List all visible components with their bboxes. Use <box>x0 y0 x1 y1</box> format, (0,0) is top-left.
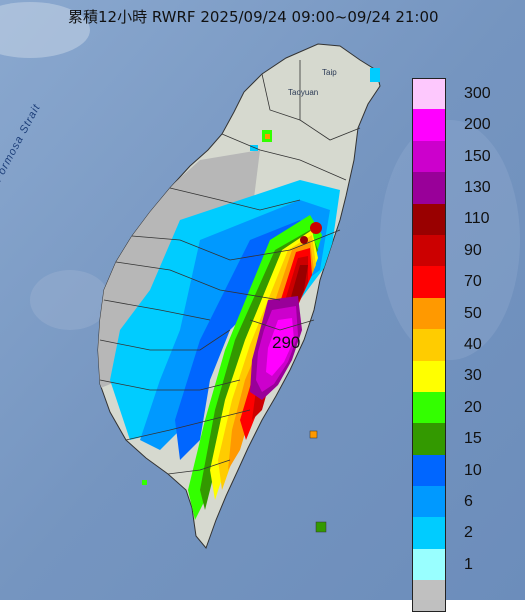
legend-label: 110 <box>464 210 490 228</box>
city-label-taoyuan: Taoyuan <box>288 88 319 97</box>
map-title: 累積12小時 RWRF 2025/09/24 09:00~09/24 21:00 <box>68 8 439 26</box>
legend-label: 70 <box>464 273 482 291</box>
legend-label: 20 <box>464 398 482 416</box>
legend-label: 15 <box>464 430 482 448</box>
legend-label: 1 <box>464 555 473 573</box>
legend-label: 2 <box>464 524 473 542</box>
legend-label: 30 <box>464 367 482 385</box>
legend-swatch <box>412 423 446 455</box>
legend-swatch <box>412 203 446 235</box>
legend-label: 300 <box>464 84 491 102</box>
color-legend <box>412 78 448 612</box>
legend-label: 150 <box>464 147 491 165</box>
legend-swatch <box>412 454 446 487</box>
legend-swatch <box>412 548 446 581</box>
legend-swatch <box>412 486 446 518</box>
legend-swatch <box>412 297 446 330</box>
legend-swatch <box>412 172 446 204</box>
legend-swatch <box>412 360 446 392</box>
legend-swatch <box>412 234 446 267</box>
green-island <box>309 430 318 439</box>
legend-swatch <box>412 517 446 549</box>
legend-label: 130 <box>464 178 491 196</box>
legend-swatch <box>412 78 446 110</box>
max-rainfall-value: 290 <box>272 333 301 352</box>
rain-spot <box>370 68 380 82</box>
legend-swatch <box>412 391 446 424</box>
city-label-taipei: Taip <box>322 68 337 77</box>
legend-swatch <box>412 580 446 612</box>
county-boundaries <box>99 60 361 475</box>
cloud-patch <box>380 120 520 360</box>
rainfall-overlay <box>98 130 340 520</box>
small-island <box>142 480 147 485</box>
cloud-patch <box>30 270 110 330</box>
legend-label: 200 <box>464 116 491 134</box>
legend-swatch <box>412 329 446 361</box>
cloud-patch <box>0 2 90 58</box>
legend-swatch <box>412 109 446 141</box>
legend-swatch <box>412 266 446 298</box>
legend-swatch <box>412 140 446 173</box>
legend-label: 10 <box>464 461 482 479</box>
legend-label: 50 <box>464 304 482 322</box>
legend-label: 90 <box>464 241 482 259</box>
orchid-island <box>315 521 327 533</box>
legend-label: 40 <box>464 335 482 353</box>
legend-label: 6 <box>464 492 473 510</box>
